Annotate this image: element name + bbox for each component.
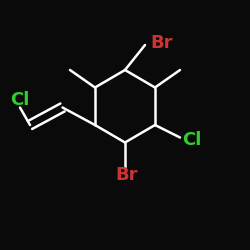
Text: Br: Br	[115, 166, 138, 184]
Text: Cl: Cl	[182, 131, 202, 149]
Text: Br: Br	[150, 34, 172, 52]
Text: Cl: Cl	[10, 91, 29, 109]
